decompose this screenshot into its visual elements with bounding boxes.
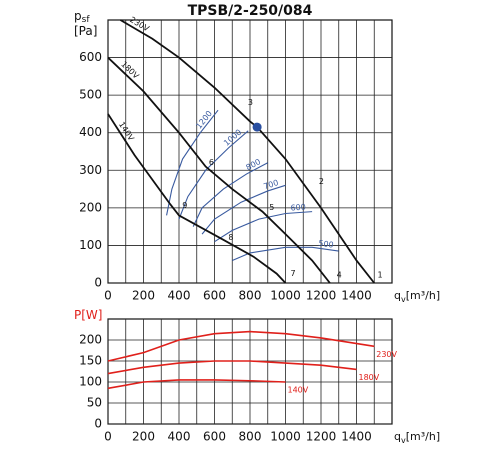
y-axis-label-part: sf	[82, 15, 91, 25]
y-tick-label: 400	[79, 125, 102, 139]
iso-line	[232, 246, 339, 261]
iso-line	[214, 211, 313, 243]
point-label: 8	[228, 233, 233, 242]
y-tick-label: 50	[87, 396, 102, 410]
series-label: 180V	[359, 373, 380, 382]
y-axis-label-part: P	[74, 308, 81, 322]
x-tick-label: 1000	[270, 430, 301, 444]
point-label: 6	[209, 158, 214, 167]
point-label: 7	[291, 269, 296, 278]
iso-line	[178, 130, 249, 220]
iso-line-label: 500	[318, 239, 334, 250]
x-tick-label: 400	[168, 430, 191, 444]
curve	[107, 360, 357, 375]
iso-line	[192, 162, 269, 227]
iso-line	[166, 109, 219, 216]
x-tick-label: 600	[203, 289, 226, 303]
y-tick-label: 150	[79, 354, 102, 368]
x-tick-label: 1400	[341, 289, 372, 303]
point-label: 9	[182, 201, 187, 210]
series-label: 140V	[288, 386, 309, 395]
y-tick-label: 0	[94, 417, 102, 431]
y-axis-label-part: p	[74, 9, 82, 23]
x-tick-label: 0	[104, 289, 112, 303]
curve	[107, 113, 287, 284]
x-axis-label: qv[m³/h]	[394, 430, 440, 445]
iso-line-label: 700	[262, 178, 279, 191]
iso-line	[201, 184, 286, 235]
x-tick-label: 800	[239, 430, 262, 444]
y-tick-label: 500	[79, 88, 102, 102]
curve	[107, 330, 375, 362]
x-tick-label: 1200	[306, 289, 337, 303]
x-tick-label: 0	[104, 430, 112, 444]
curve	[107, 56, 331, 284]
x-tick-label: 200	[132, 289, 155, 303]
point-label: 4	[337, 271, 342, 280]
iso-line-label: 600	[290, 203, 306, 213]
x-tick-label: 400	[168, 289, 191, 303]
y-axis-label-part: [W]	[81, 308, 102, 322]
point-label: 5	[269, 203, 274, 212]
x-axis-label-part: q	[394, 289, 401, 302]
x-axis-label-part: [m³/h]	[406, 430, 440, 443]
x-axis-label-part: [m³/h]	[406, 289, 440, 302]
point-label: 1	[377, 271, 382, 280]
x-tick-label: 1200	[306, 430, 337, 444]
y-tick-label: 100	[79, 238, 102, 252]
operating-point	[252, 122, 262, 132]
x-axis-label-part: q	[394, 430, 401, 443]
x-axis-label: qv[m³/h]	[394, 289, 440, 304]
curve	[107, 379, 286, 390]
y-axis-label: P[W]	[74, 308, 102, 322]
x-tick-label: 1400	[341, 430, 372, 444]
y-tick-label: 100	[79, 375, 102, 389]
y-tick-label: 200	[79, 333, 102, 347]
y-tick-label: 300	[79, 163, 102, 177]
x-tick-label: 1000	[270, 289, 301, 303]
point-label: 3	[248, 98, 253, 107]
y-axis-label: psf [Pa]	[74, 9, 97, 38]
y-tick-label: 600	[79, 50, 102, 64]
series-label: 230V	[376, 350, 397, 359]
chart-title: TPSB/2-250/084	[188, 3, 313, 19]
y-axis-label-part: [Pa]	[74, 24, 97, 38]
y-tick-label: 200	[79, 200, 102, 214]
curve	[119, 19, 375, 284]
x-axis-label-part: v	[401, 436, 406, 445]
x-tick-label: 600	[203, 430, 226, 444]
x-tick-label: 200	[132, 430, 155, 444]
x-axis-label-part: v	[401, 295, 406, 304]
x-tick-label: 800	[239, 289, 262, 303]
y-tick-label: 0	[94, 276, 102, 290]
point-label: 2	[319, 177, 324, 186]
